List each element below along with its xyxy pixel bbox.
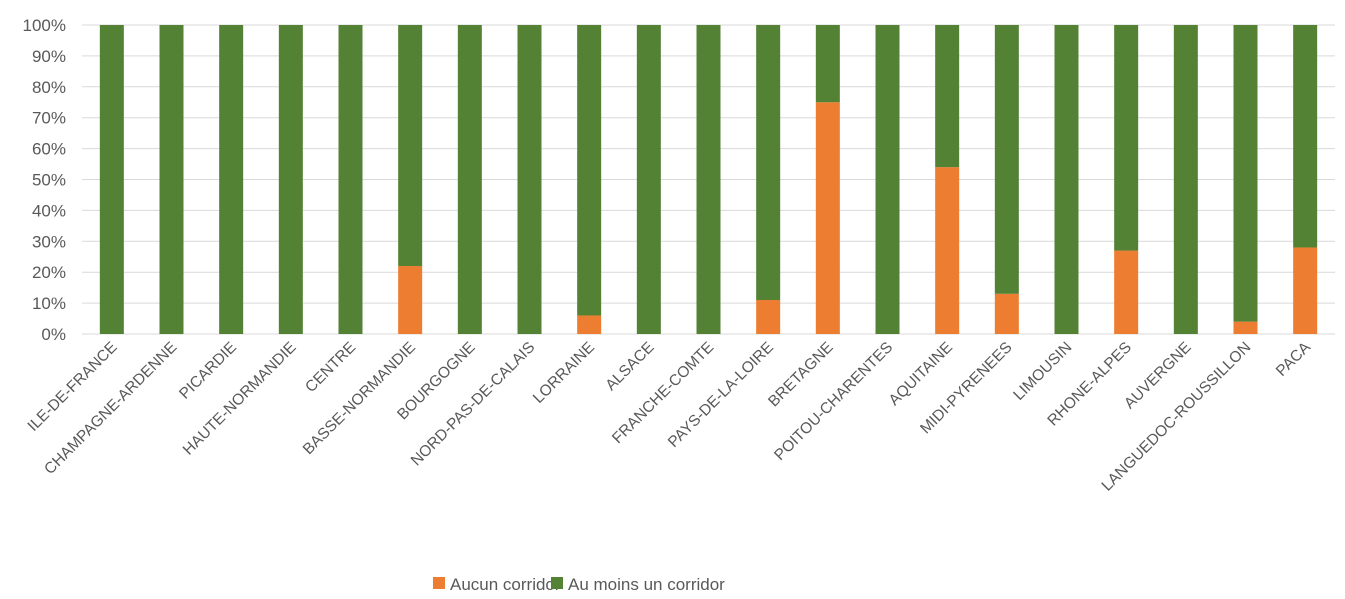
y-axis: 0% 10% 20% 30% 40% 50% 60% 70% 80% 90% 100% <box>23 16 66 344</box>
legend-label: Au moins un corridor <box>568 575 725 594</box>
bar-segment <box>517 25 542 334</box>
y-tick-label: 100% <box>23 16 66 35</box>
bar-segment <box>1293 247 1318 334</box>
y-tick-label: 50% <box>32 171 66 190</box>
y-tick-label: 60% <box>32 140 66 159</box>
bar-segment <box>994 25 1019 294</box>
bar-segment <box>1233 25 1258 322</box>
y-tick-label: 90% <box>32 47 66 66</box>
bar-segment <box>994 293 1019 334</box>
bars <box>99 25 1318 334</box>
x-tick-label: LIMOUSIN <box>1010 339 1075 404</box>
bar-segment <box>159 25 184 334</box>
bar-segment <box>756 25 781 301</box>
y-tick-label: 30% <box>32 232 66 251</box>
y-tick-label: 0% <box>41 325 66 344</box>
bar-segment <box>935 25 960 168</box>
x-tick-label: CENTRE <box>302 339 359 396</box>
bar-segment <box>577 315 602 334</box>
legend: Aucun corridor Au moins un corridor <box>433 575 725 594</box>
y-tick-label: 70% <box>32 109 66 128</box>
bar-segment <box>219 25 244 334</box>
x-axis: ILE-DE-FRANCECHAMPAGNE-ARDENNEPICARDIEHA… <box>25 338 1315 494</box>
bar-segment <box>1173 25 1198 334</box>
bar-segment <box>756 300 781 334</box>
y-tick-label: 10% <box>32 294 66 313</box>
y-tick-label: 20% <box>32 263 66 282</box>
bar-segment <box>278 25 303 334</box>
bar-segment <box>577 25 602 316</box>
legend-label: Aucun corridor <box>450 575 561 594</box>
bar-segment <box>398 25 423 267</box>
bar-segment <box>815 102 840 334</box>
bar-segment <box>696 25 721 334</box>
x-tick-label: PAYS-DE-LA-LOIRE <box>665 339 777 451</box>
x-tick-label: FRANCHE-COMTE <box>609 339 717 447</box>
bar-segment <box>457 25 482 334</box>
x-tick-label: BASSE-NORMANDIE <box>300 339 419 458</box>
bar-segment <box>1114 25 1139 251</box>
x-tick-label: NORD-PAS-DE-CALAIS <box>408 339 539 470</box>
bar-segment <box>636 25 661 334</box>
legend-swatch <box>433 577 445 589</box>
bar-segment <box>1293 25 1318 248</box>
bar-segment <box>1114 250 1139 334</box>
x-tick-label: PACA <box>1273 338 1315 380</box>
y-tick-label: 40% <box>32 201 66 220</box>
x-tick-label: LORRAINE <box>530 339 598 407</box>
x-tick-label: HAUTE-NORMANDIE <box>180 339 300 459</box>
bar-segment <box>1233 321 1258 334</box>
bar-segment <box>1054 25 1079 334</box>
bar-segment <box>815 25 840 103</box>
x-tick-label: ALSACE <box>602 339 657 394</box>
x-tick-label: PICARDIE <box>176 339 240 403</box>
y-tick-label: 80% <box>32 78 66 97</box>
bar-segment <box>935 167 960 334</box>
legend-swatch <box>551 577 563 589</box>
bar-segment <box>398 266 423 334</box>
bar-segment <box>99 25 124 334</box>
bar-segment <box>338 25 363 334</box>
bar-segment <box>875 25 900 334</box>
x-tick-label: POITOU-CHARENTES <box>771 339 896 464</box>
